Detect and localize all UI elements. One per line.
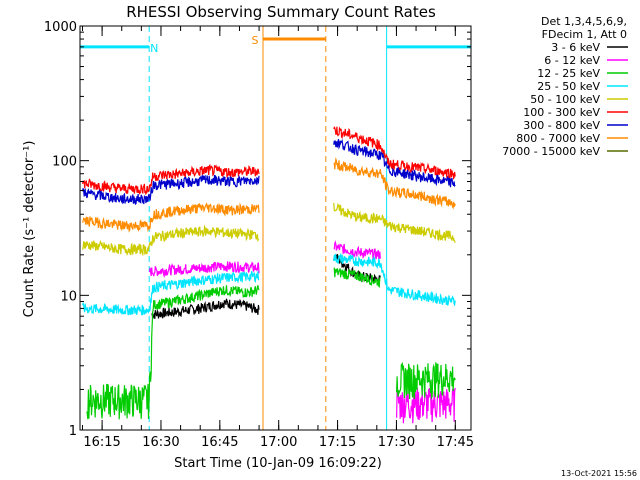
timestamp: 13-Oct-2021 15:56 <box>561 469 637 478</box>
legend-entry-label: 7000 - 15000 keV <box>502 145 600 158</box>
chart-title: RHESSI Observing Summary Count Rates <box>126 3 436 21</box>
saa-label: S <box>252 34 259 47</box>
y-axis-label: Count Rate (s⁻¹ detector⁻¹) <box>22 141 37 318</box>
night-label: N <box>150 42 158 55</box>
x-tick-label: 17:30 <box>378 435 415 450</box>
plot-border <box>79 25 472 431</box>
legend-header: Det 1,3,4,5,6,9, <box>541 15 627 28</box>
x-tick-label: 17:45 <box>437 435 474 450</box>
x-axis-label: Start Time (10-Jan-09 16:09:22) <box>174 456 382 471</box>
y-tick-label: 10 <box>60 289 77 304</box>
legend-entry-label: 100 - 300 keV <box>523 106 600 119</box>
y-tick-label: 1 <box>69 424 77 439</box>
x-tick-label: 16:15 <box>83 435 120 450</box>
series-line <box>82 138 456 206</box>
x-axis-ticks: 16:15 16:30 16:45 17:00 17:15 17:30 17:45 <box>81 26 474 450</box>
y-tick-label: 100 <box>52 155 77 170</box>
legend-entry-label: 300 - 800 keV <box>523 119 600 132</box>
legend-entry-label: 800 - 7000 keV <box>516 132 600 145</box>
legend-entry-label: 3 - 6 keV <box>551 41 600 54</box>
series-line <box>82 202 456 257</box>
series-line <box>82 252 456 316</box>
y-axis-ticks: 1 10 100 1000 <box>44 20 471 439</box>
legend-entry-label: 6 - 12 keV <box>544 54 600 67</box>
x-tick-label: 17:15 <box>319 435 356 450</box>
x-tick-label: 17:00 <box>260 435 297 450</box>
x-tick-label: 16:30 <box>142 435 179 450</box>
legend: Det 1,3,4,5,6,9,FDecim 1, Att 03 - 6 keV… <box>502 15 628 158</box>
plot-frame <box>79 25 472 431</box>
series-line <box>86 266 456 420</box>
series-line <box>82 126 456 196</box>
x-tick-label: 16:45 <box>201 435 238 450</box>
plot-area: NS <box>79 26 472 430</box>
legend-entry-label: 50 - 100 keV <box>530 93 600 106</box>
y-tick-label: 1000 <box>44 20 77 35</box>
legend-entry-label: 25 - 50 keV <box>537 80 600 93</box>
series-line <box>82 156 456 233</box>
legend-header: FDecim 1, Att 0 <box>542 28 627 41</box>
legend-entry-label: 12 - 25 keV <box>537 67 600 80</box>
